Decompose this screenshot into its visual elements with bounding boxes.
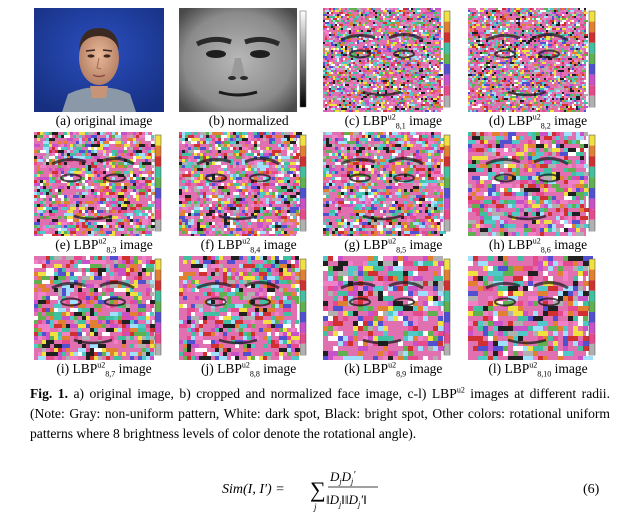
- original-face-photo: [34, 8, 164, 112]
- lbp-image-8-1: [323, 8, 453, 112]
- figure-row-2: (e) LBPu28,3 image (f) LBPu28,4 image (g…: [34, 132, 608, 256]
- panel-k-caption: (k) LBPu28,9 image: [344, 360, 443, 379]
- panel-b-caption: (b) normalized: [208, 113, 289, 128]
- formula-denominator: ‖Dj‖‖Dj′‖: [326, 492, 367, 509]
- lbp-image-8-6: [467, 132, 598, 236]
- figure-label: Fig. 1.: [30, 386, 68, 401]
- panel-d: (d) LBPu28,2 image: [467, 8, 608, 132]
- panel-g-caption: (g) LBPu28,5 image: [344, 236, 443, 255]
- panel-g: (g) LBPu28,5 image: [323, 132, 463, 256]
- panel-k: (k) LBPu28,9 image: [323, 256, 463, 380]
- panel-i: (i) LBPu28,7 image: [34, 256, 174, 380]
- panel-a: (a) original image: [34, 8, 174, 132]
- formula-lhs: Sim(I, I′) =: [222, 482, 285, 497]
- similarity-formula: Sim(I, I′) = ∑ j DjDj′ ‖Dj‖‖Dj′‖: [222, 469, 378, 512]
- figure-caption-text-1: a) original image, b) cropped and normal…: [67, 386, 457, 401]
- panel-j: (j) LBPu28,8 image: [178, 256, 319, 380]
- panel-h-caption: (h) LBPu28,6 image: [488, 236, 588, 255]
- figure-row-3: (i) LBPu28,7 image (j) LBPu28,8 image (k…: [34, 256, 608, 380]
- lbp-image-8-4: [178, 132, 309, 236]
- panel-d-caption: (d) LBPu28,2 image: [488, 112, 588, 131]
- formula-numerator: DjDj′: [329, 469, 356, 486]
- panel-h: (h) LBPu28,6 image: [467, 132, 608, 256]
- formula-sum: ∑: [310, 477, 326, 502]
- panel-i-caption: (i) LBPu28,7 image: [56, 360, 152, 379]
- figure-row-1: (a) original image: [34, 8, 608, 132]
- normalized-face-image: [178, 8, 309, 112]
- equation-6: Sim(I, I′) = ∑ j DjDj′ ‖Dj‖‖Dj′‖ (6): [0, 466, 640, 514]
- panel-a-caption: (a) original image: [55, 113, 153, 128]
- figure-caption-text-2: images at different radii. (Note: Gray: …: [30, 386, 610, 441]
- panel-f-caption: (f) LBPu28,4 image: [200, 236, 297, 255]
- panel-f: (f) LBPu28,4 image: [178, 132, 319, 256]
- panel-e-caption: (e) LBPu28,3 image: [55, 236, 153, 255]
- panel-l: (l) LBPu28,10 image: [467, 256, 608, 380]
- equation-number: (6): [583, 482, 600, 497]
- panel-l-caption: (l) LBPu28,10 image: [488, 360, 588, 379]
- figure-caption-sup: u2: [456, 385, 465, 395]
- panel-c-caption: (c) LBPu28,1 image: [344, 112, 443, 131]
- panel-j-caption: (j) LBPu28,8 image: [201, 360, 297, 379]
- panel-c: (c) LBPu28,1 image: [323, 8, 463, 132]
- lbp-image-8-2: [467, 8, 598, 112]
- figure-caption: Fig. 1. a) original image, b) cropped an…: [30, 384, 610, 444]
- lbp-image-8-8: [178, 256, 309, 360]
- lbp-image-8-10: [467, 256, 598, 360]
- lbp-image-8-9: [323, 256, 453, 360]
- formula-sum-index: j: [313, 502, 317, 512]
- lbp-image-8-7: [34, 256, 164, 360]
- panel-e: (e) LBPu28,3 image: [34, 132, 174, 256]
- lbp-image-8-5: [323, 132, 453, 236]
- panel-b: (b) normalized: [178, 8, 319, 132]
- lbp-image-8-3: [34, 132, 164, 236]
- figure-grid: (a) original image: [34, 8, 608, 380]
